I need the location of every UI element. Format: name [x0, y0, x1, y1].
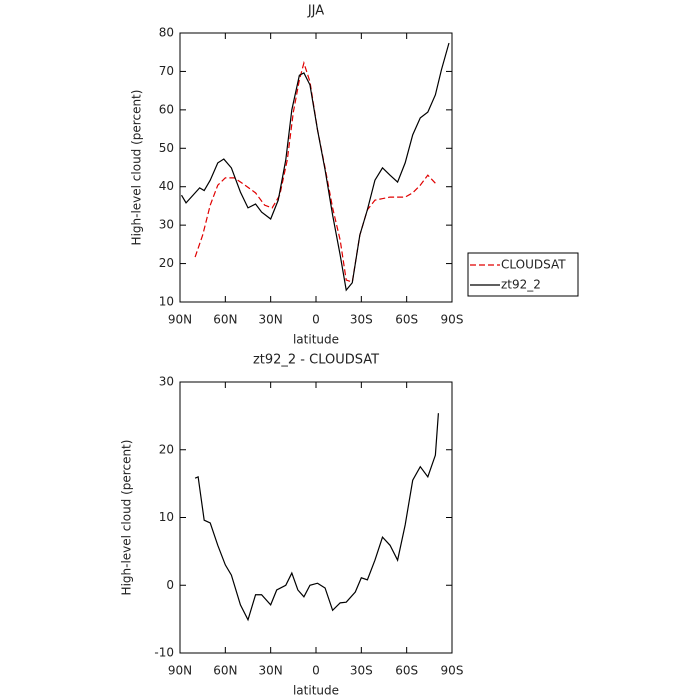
- x-tick-label: 90N: [168, 664, 192, 678]
- data-line: [194, 60, 436, 283]
- y-tick-label: 80: [159, 26, 174, 40]
- x-axis-label: latitude: [293, 333, 339, 347]
- y-tick-label: 30: [159, 375, 174, 389]
- data-line: [194, 413, 439, 622]
- x-tick-label: 30S: [350, 664, 373, 678]
- x-tick-label: 30N: [259, 313, 283, 327]
- x-tick-label: 60N: [213, 664, 237, 678]
- y-tick-label: 70: [159, 64, 174, 78]
- x-tick-label: 0: [312, 313, 320, 327]
- data-line: [180, 42, 450, 292]
- y-tick-label: 30: [159, 218, 174, 232]
- x-tick-label: 30N: [259, 664, 283, 678]
- x-tick-label: 60S: [395, 313, 418, 327]
- x-tick-label: 60S: [395, 664, 418, 678]
- chart-title: zt92_2 - CLOUDSAT: [253, 353, 379, 368]
- x-tick-label: 30S: [350, 313, 373, 327]
- x-tick-label: 90S: [441, 313, 464, 327]
- x-tick-label: 90S: [441, 664, 464, 678]
- y-tick-label: 60: [159, 102, 174, 116]
- x-axis-label: latitude: [293, 684, 339, 698]
- y-tick-label: 40: [159, 179, 174, 193]
- x-tick-label: 90N: [168, 313, 192, 327]
- chart-title: JJA: [307, 4, 324, 19]
- x-tick-label: 60N: [213, 313, 237, 327]
- y-tick-label: 20: [159, 442, 174, 456]
- plot-frame: [179, 32, 453, 303]
- plot-frame: [179, 381, 453, 654]
- y-axis-label: High-level cloud (percent): [120, 440, 134, 596]
- y-tick-label: 50: [159, 141, 174, 155]
- legend-box: [467, 252, 579, 297]
- legend-label: CLOUDSAT: [501, 258, 566, 272]
- y-axis-label: High-level cloud (percent): [130, 90, 144, 246]
- y-tick-label: 10: [159, 295, 174, 309]
- legend-label: zt92_2: [501, 278, 541, 292]
- x-tick-label: 0: [312, 664, 320, 678]
- y-tick-label: 10: [159, 510, 174, 524]
- y-tick-label: 20: [159, 256, 174, 270]
- y-tick-label: 0: [166, 578, 174, 592]
- y-tick-label: -10: [154, 646, 174, 660]
